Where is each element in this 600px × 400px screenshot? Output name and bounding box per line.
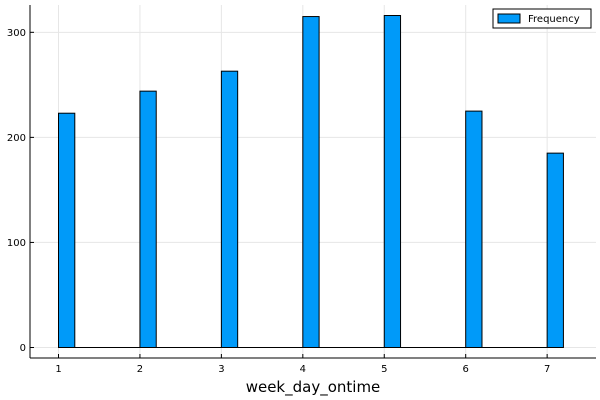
x-tick-label: 7	[544, 364, 550, 375]
x-tick-label: 4	[300, 364, 306, 375]
histogram-bar	[139, 90, 157, 348]
x-tick-label: 2	[137, 364, 143, 375]
histogram-bar	[465, 110, 483, 348]
histogram-bar	[383, 15, 402, 348]
legend-label: Frequency	[528, 14, 580, 25]
bars	[58, 15, 564, 348]
y-tick-label: 300	[7, 28, 26, 39]
histogram-bar	[220, 70, 239, 348]
axes	[29, 5, 596, 359]
histogram-bar	[546, 152, 564, 348]
histogram-bar	[302, 16, 320, 348]
tick-labels: 1 2 3 4 5 6 7 0 100 200 300	[7, 28, 550, 375]
x-axis-title: week_day_ontime	[246, 378, 381, 397]
x-tick-label: 6	[463, 364, 469, 375]
y-tick-label: 200	[7, 133, 26, 144]
legend: Frequency	[492, 8, 592, 29]
y-tick-label: 100	[7, 238, 26, 249]
y-tick-label: 0	[20, 343, 26, 354]
x-tick-label: 5	[381, 364, 387, 375]
x-tick-label: 1	[55, 364, 61, 375]
histogram-bar	[58, 112, 76, 348]
legend-swatch	[497, 13, 521, 24]
x-tick-label: 3	[218, 364, 224, 375]
